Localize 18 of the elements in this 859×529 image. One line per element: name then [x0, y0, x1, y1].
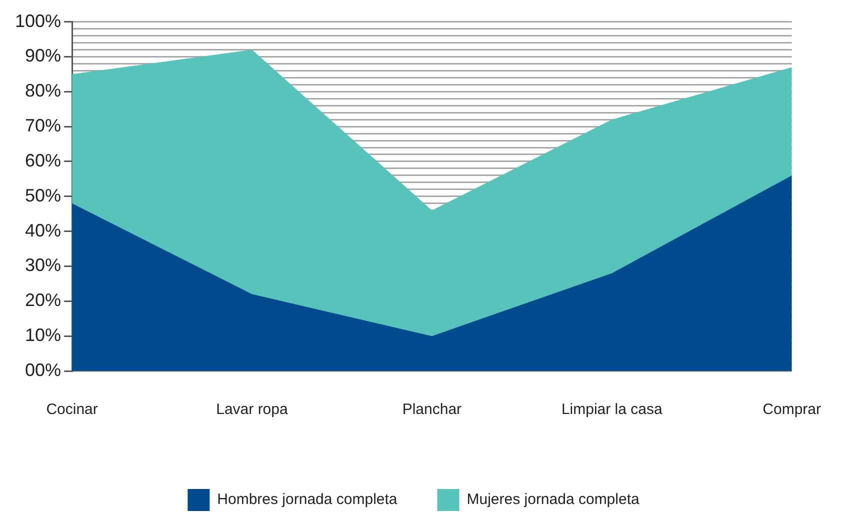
legend-label: Mujeres jornada completa [466, 491, 640, 508]
x-tick-label: Comprar [762, 401, 822, 418]
x-tick-label: Planchar [402, 401, 462, 418]
y-tick-label: 60% [25, 150, 62, 170]
x-tick-label: Lavar ropa [216, 401, 288, 418]
y-tick-label: 50% [25, 185, 62, 206]
y-tick-label: 30% [25, 255, 62, 276]
y-tick-label: 10% [25, 325, 62, 346]
y-tick-label: 80% [25, 80, 62, 101]
y-tick-label: 90% [25, 46, 62, 66]
y-tick-label: 40% [25, 220, 62, 240]
y-tick-label: 00% [25, 360, 62, 380]
x-tick-label: Cocinar [46, 401, 98, 418]
y-tick-label: 70% [25, 116, 62, 136]
y-tick-label: 100% [14, 10, 62, 31]
x-tick-label: Limpiar la casa [561, 401, 663, 418]
y-tick-label: 20% [25, 290, 62, 310]
legend-label: Hombres jornada completa [217, 491, 398, 508]
